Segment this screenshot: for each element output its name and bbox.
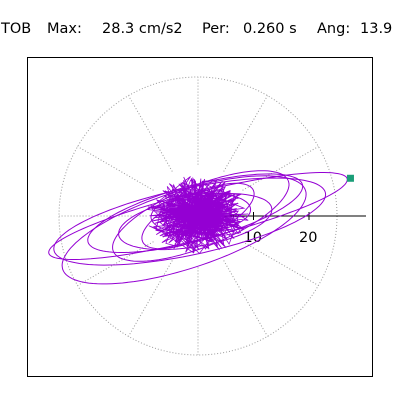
orbit-trace xyxy=(48,170,348,285)
header-period-label: Per: xyxy=(202,21,230,37)
plot-frame xyxy=(27,57,373,377)
orbit-loop xyxy=(118,193,273,251)
header-angle-value: 13.9 xyxy=(360,21,392,37)
grid-spoke xyxy=(223,95,268,172)
header-station: TOB xyxy=(0,21,31,37)
header-angle-label: Ang: xyxy=(317,21,350,37)
grid-spoke xyxy=(223,260,268,337)
header-max-label: Max: xyxy=(47,21,82,37)
grid-spoke xyxy=(242,146,319,191)
radial-tick-label-20: 20 xyxy=(299,230,317,246)
max-marker xyxy=(346,174,354,182)
max-marker-group xyxy=(346,174,354,182)
orbit-loop xyxy=(112,170,290,262)
orbit-core-tangle xyxy=(147,176,249,255)
grid-spoke xyxy=(128,260,173,337)
radial-tick-label-10: 10 xyxy=(244,230,262,246)
grid-spoke xyxy=(77,241,154,286)
grid-spoke xyxy=(242,241,319,286)
grid-spoke xyxy=(128,95,173,172)
header-max-value: 28.3 cm/s2 xyxy=(102,21,183,37)
grid-spoke xyxy=(77,146,154,191)
radial-axis: 10 20 xyxy=(198,212,366,246)
orbit-loop xyxy=(53,177,327,266)
header-period-value: 0.260 s xyxy=(243,21,297,37)
orbit-loop xyxy=(61,175,307,285)
